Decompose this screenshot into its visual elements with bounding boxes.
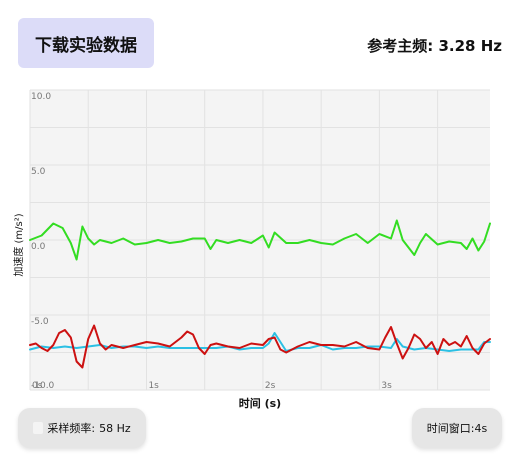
download-data-button[interactable]: 下载实验数据 xyxy=(18,18,154,68)
download-data-label: 下载实验数据 xyxy=(35,35,137,56)
time-window-badge[interactable]: 时间窗口: 4s xyxy=(412,408,502,448)
y-tick-label: -5.0 xyxy=(31,317,49,327)
sample-rate-label: 采样频率: xyxy=(47,422,96,435)
y-tick-label: 10.0 xyxy=(31,92,51,102)
series-lines xyxy=(29,219,491,369)
y-tick-label: 0.0 xyxy=(31,242,46,252)
series-line-2 xyxy=(29,324,491,369)
y-tick-label: 5.0 xyxy=(31,167,46,177)
x-tick-label: 0s xyxy=(32,381,43,391)
acceleration-chart-svg: 10.0 5.0 0.0 -5.0 -10.0 0s 1s 2s 3s 时间 (s) 加速度 … xyxy=(12,89,491,410)
x-tick-label: 3s xyxy=(381,381,392,391)
grid-lines xyxy=(29,89,490,391)
reference-frequency: 参考主频: 3.28 Hz xyxy=(367,35,502,56)
y-axis-label: 加速度 (m/s²) xyxy=(12,213,25,276)
series-line-0 xyxy=(29,219,491,261)
acceleration-chart: 10.0 5.0 0.0 -5.0 -10.0 0s 1s 2s 3s 时间 (s) 加速度 … xyxy=(0,80,520,410)
time-window-label: 时间窗口: xyxy=(426,422,475,435)
x-tick-labels: 0s 1s 2s 3s xyxy=(32,381,392,391)
x-tick-label: 1s xyxy=(148,381,159,391)
sample-rate-value: 58 Hz xyxy=(99,421,131,435)
sample-rate-swatch xyxy=(33,422,44,434)
sample-rate-badge[interactable]: 采样频率: 58 Hz xyxy=(18,408,146,448)
x-axis-label: 时间 (s) xyxy=(239,396,281,410)
x-tick-label: 2s xyxy=(265,381,276,391)
time-window-value: 4s xyxy=(474,421,488,435)
reference-frequency-label: 参考主频: xyxy=(367,37,434,55)
y-tick-label: -10.0 xyxy=(31,381,55,391)
y-tick-labels: 10.0 5.0 0.0 -5.0 -10.0 xyxy=(31,92,55,391)
reference-frequency-value: 3.28 Hz xyxy=(438,37,502,55)
